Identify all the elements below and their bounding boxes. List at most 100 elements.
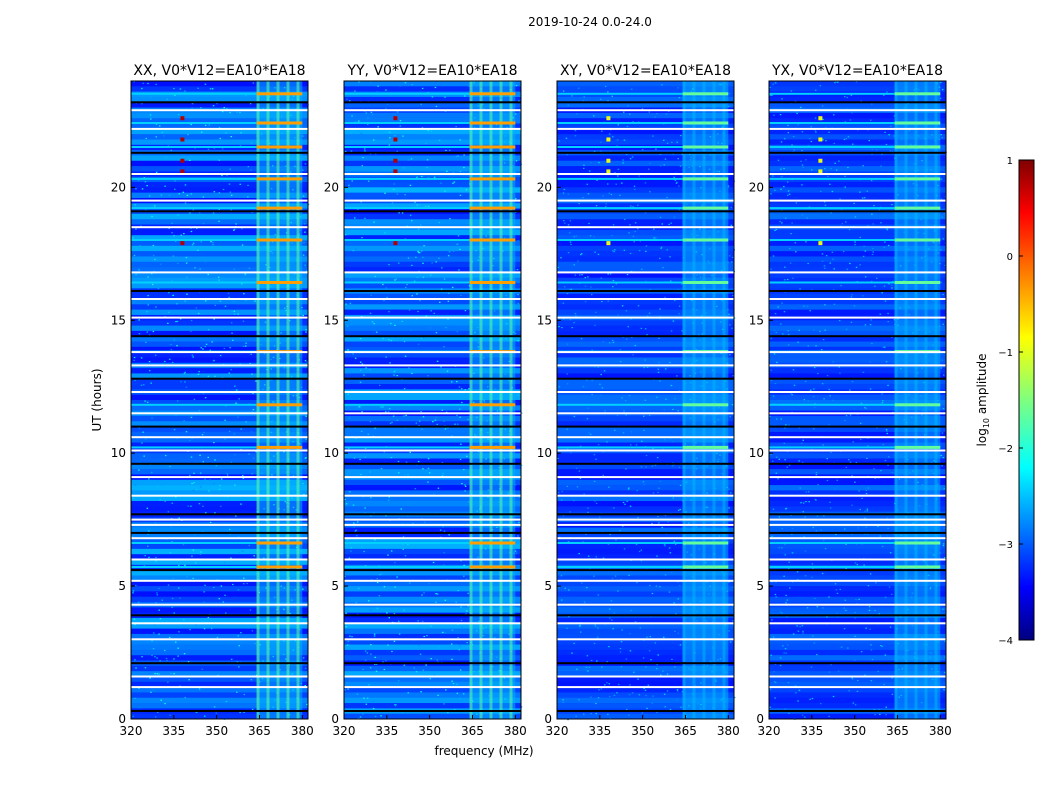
- heatmap-speckle: [659, 308, 661, 310]
- heatmap-speckle: [352, 504, 355, 506]
- heatmap-row: [131, 617, 308, 624]
- heatmap-speckle: [867, 225, 869, 227]
- heatmap-row: [769, 463, 946, 470]
- heatmap-speckle: [773, 330, 776, 332]
- heatmap-speckle: [587, 511, 589, 513]
- heatmap-speckle: [579, 274, 581, 276]
- heatmap-speckle: [942, 608, 944, 610]
- heatmap-speckle: [431, 96, 434, 98]
- heatmap-speckle: [464, 490, 466, 492]
- heatmap-speckle: [516, 269, 519, 271]
- heatmap-speckle: [377, 85, 379, 87]
- heatmap-speckle: [866, 508, 869, 510]
- heatmap-speckle: [427, 205, 430, 207]
- heatmap-speckle: [887, 384, 889, 386]
- heatmap-speckle: [180, 381, 182, 383]
- heatmap-speckle: [451, 286, 454, 288]
- heatmap-speckle: [370, 111, 373, 113]
- heatmap-speckle: [803, 399, 806, 401]
- heatmap-speckle: [846, 108, 849, 110]
- heatmap-speckle: [629, 505, 632, 507]
- heatmap-row: [131, 346, 308, 353]
- heatmap-row: [344, 617, 521, 624]
- heatmap-row: [131, 458, 308, 465]
- heatmap-speckle: [208, 329, 210, 331]
- heatmap-speckle: [252, 392, 254, 395]
- heatmap-speckle: [135, 228, 137, 230]
- heatmap-speckle: [159, 618, 162, 620]
- heatmap-row: [557, 426, 734, 433]
- heatmap-row: [557, 166, 734, 172]
- heatmap-row: [557, 251, 734, 257]
- heatmap-speckle: [812, 526, 814, 529]
- flagged-row: [344, 109, 521, 112]
- heatmap-speckle: [459, 139, 461, 141]
- heatmap-speckle: [394, 586, 396, 588]
- heatmap-speckle: [189, 439, 191, 441]
- heatmap-speckle: [250, 169, 252, 171]
- heatmap-speckle: [197, 87, 199, 89]
- bright-row: [131, 177, 257, 180]
- heatmap-speckle: [595, 713, 597, 715]
- heatmap-speckle: [385, 515, 387, 517]
- heatmap-speckle: [168, 292, 170, 294]
- flagged-row: [769, 476, 946, 479]
- heatmap-speckle: [584, 285, 587, 287]
- heatmap-row: [769, 123, 946, 130]
- flagged-row: [769, 518, 946, 521]
- heatmap-speckle: [851, 475, 853, 477]
- heatmap-speckle: [435, 332, 438, 334]
- heatmap-speckle: [173, 673, 175, 675]
- heatmap-speckle: [141, 87, 143, 90]
- heatmap-speckle: [243, 293, 245, 295]
- heatmap-speckle: [452, 250, 455, 252]
- heatmap-speckle: [785, 652, 787, 654]
- heatmap-speckle: [566, 293, 569, 295]
- heatmap-row: [557, 532, 734, 539]
- heatmap-speckle: [677, 598, 679, 600]
- heatmap-speckle: [420, 691, 422, 693]
- heatmap-row: [557, 384, 734, 390]
- bright-rfi-row: [894, 206, 941, 210]
- bright-rfi-row: [682, 92, 729, 96]
- flagged-row: [131, 316, 308, 319]
- heatmap-speckle: [444, 96, 446, 98]
- heatmap-speckle: [580, 608, 582, 610]
- heatmap-speckle: [386, 612, 388, 614]
- heatmap-speckle: [574, 130, 577, 132]
- heatmap-speckle: [159, 660, 161, 662]
- bright-rfi-row: [469, 206, 516, 210]
- heatmap-speckle: [218, 598, 221, 600]
- heatmap-speckle: [871, 148, 873, 150]
- heatmap-speckle: [456, 243, 458, 245]
- heatmap-speckle: [243, 577, 245, 579]
- heatmap-row: [131, 155, 308, 162]
- heatmap-row: [131, 325, 308, 332]
- heatmap-speckle: [451, 658, 453, 660]
- heatmap-speckle: [588, 666, 591, 668]
- heatmap-row: [769, 676, 946, 683]
- heatmap-speckle: [835, 533, 837, 536]
- bright-rfi-row: [469, 541, 516, 545]
- heatmap-speckle: [823, 265, 826, 267]
- heatmap-speckle: [208, 124, 210, 126]
- heatmap-speckle: [772, 175, 774, 177]
- colorbar-tick-label: −1: [998, 348, 1013, 359]
- heatmap-speckle: [423, 712, 426, 714]
- flagged-row: [131, 449, 308, 452]
- heatmap-speckle: [797, 630, 800, 632]
- heatmap-speckle: [437, 694, 439, 696]
- heatmap-speckle: [881, 393, 883, 395]
- heatmap-speckle: [407, 692, 409, 694]
- heatmap-row: [131, 81, 308, 87]
- heatmap-speckle: [611, 619, 613, 621]
- heatmap-speckle: [821, 105, 824, 107]
- heatmap-speckle: [828, 131, 830, 133]
- heatmap-row: [344, 431, 521, 438]
- heatmap-speckle: [580, 338, 583, 340]
- heatmap-speckle: [874, 285, 876, 287]
- x-tick-label: 350: [843, 724, 866, 738]
- heatmap-speckle: [652, 492, 655, 494]
- heatmap-row: [344, 86, 521, 92]
- heatmap-speckle: [146, 331, 149, 333]
